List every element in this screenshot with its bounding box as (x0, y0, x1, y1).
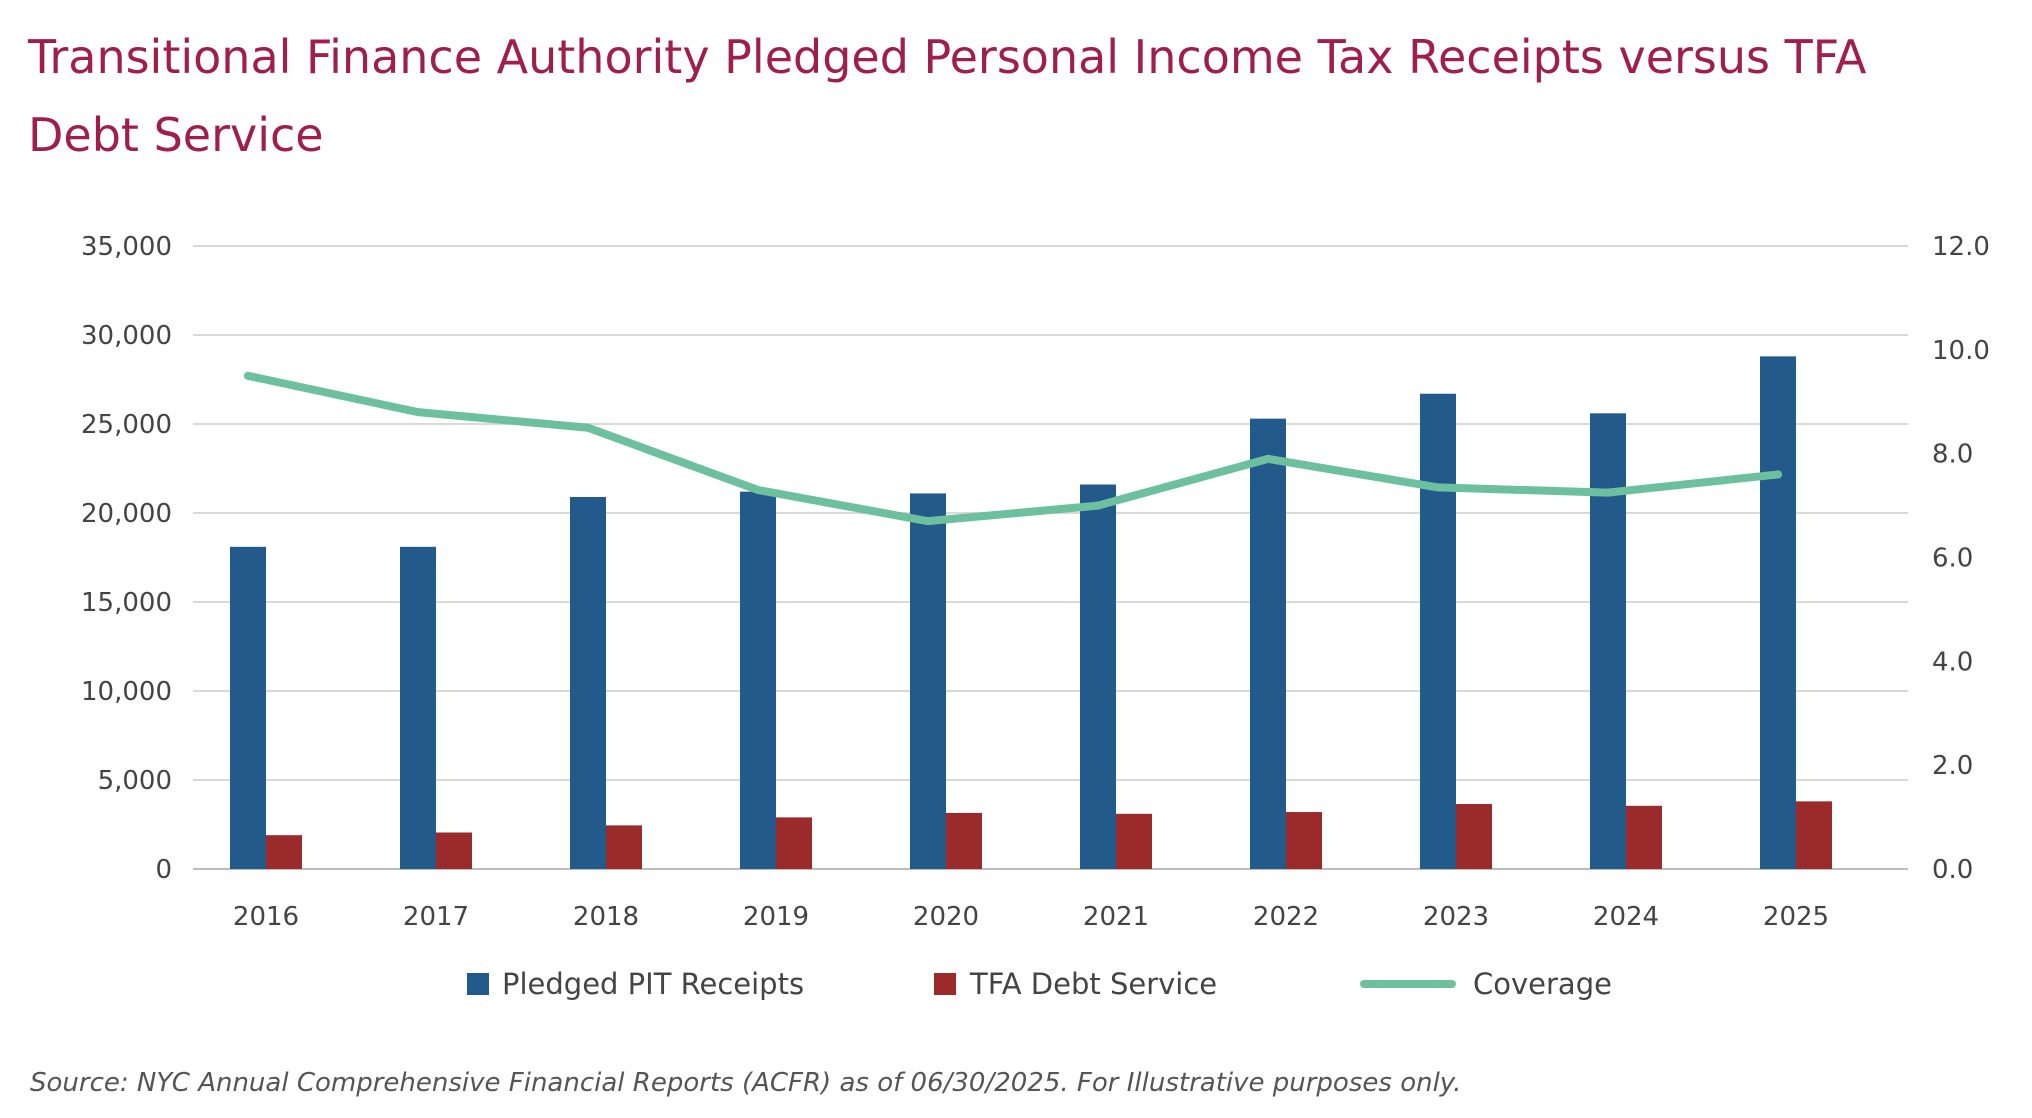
bar-pledged-pit-receipts (400, 546, 436, 869)
x-tick-label: 2021 (1083, 902, 1149, 932)
right-y-axis: 0.0 2.0 4.0 6.0 8.0 10.0 12.0 (1932, 232, 1990, 885)
bars (230, 356, 1832, 869)
bar-tfa-debt-service (1626, 805, 1662, 869)
bar-tfa-debt-service (1796, 801, 1832, 869)
coverage-point (1264, 454, 1272, 463)
left-tick-label: 5,000 (98, 766, 172, 796)
bar-tfa-debt-service (1456, 804, 1492, 869)
x-tick-label: 2025 (1763, 902, 1829, 932)
x-tick-label: 2017 (403, 902, 469, 932)
coverage-line (244, 371, 1782, 526)
coverage-point (584, 423, 592, 432)
bar-pledged-pit-receipts (1590, 413, 1626, 869)
x-tick-label: 2018 (573, 902, 639, 932)
right-tick-label: 0.0 (1932, 855, 1973, 885)
legend-label: TFA Debt Service (969, 967, 1217, 1001)
bar-tfa-debt-service (266, 835, 302, 869)
bar-pledged-pit-receipts (1080, 484, 1116, 869)
left-y-axis: 0 5,000 10,000 15,000 20,000 25,000 30,000 35,0… (81, 232, 172, 885)
x-tick-label: 2024 (1593, 902, 1659, 932)
bar-tfa-debt-service (1116, 813, 1152, 869)
right-tick-label: 10.0 (1932, 336, 1990, 366)
left-tick-label: 20,000 (81, 499, 172, 529)
coverage-point (1434, 483, 1442, 492)
bar-pledged-pit-receipts (570, 496, 606, 869)
bar-pledged-pit-receipts (1420, 393, 1456, 869)
x-tick-label: 2020 (913, 902, 979, 932)
legend: Pledged PIT Receipts TFA Debt Service Cove… (467, 967, 1612, 1001)
legend-swatch (467, 973, 489, 995)
bar-pledged-pit-receipts (910, 493, 946, 869)
chart-title: Transitional Finance Authority Pledged P… (28, 30, 1867, 162)
coverage-point (924, 517, 932, 526)
coverage-point (1774, 470, 1782, 479)
right-tick-label: 2.0 (1932, 751, 1973, 781)
legend-item-tfa-debt-service: TFA Debt Service (934, 967, 1217, 1001)
left-tick-label: 0 (155, 855, 172, 885)
left-tick-label: 15,000 (81, 588, 172, 618)
bar-tfa-debt-service (1286, 812, 1322, 869)
bar-tfa-debt-service (606, 825, 642, 869)
right-tick-label: 4.0 (1932, 647, 1973, 677)
bar-tfa-debt-service (776, 817, 812, 869)
bar-pledged-pit-receipts (1250, 418, 1286, 869)
left-tick-label: 35,000 (81, 232, 172, 262)
coverage-line-layer (244, 371, 1782, 526)
coverage-point (1604, 488, 1612, 497)
bar-tfa-debt-service (436, 832, 472, 869)
coverage-point (1094, 501, 1102, 510)
gridlines (193, 245, 1908, 870)
bar-pledged-pit-receipts (740, 491, 776, 869)
coverage-point (754, 486, 762, 495)
x-tick-label: 2022 (1253, 902, 1319, 932)
legend-item-pledged-pit-receipts: Pledged PIT Receipts (467, 967, 804, 1001)
right-tick-label: 6.0 (1932, 544, 1973, 574)
coverage-point (414, 408, 422, 417)
left-tick-label: 25,000 (81, 410, 172, 440)
bar-tfa-debt-service (946, 812, 982, 869)
legend-label: Coverage (1473, 967, 1612, 1001)
right-tick-label: 8.0 (1932, 440, 1973, 470)
left-tick-label: 10,000 (81, 677, 172, 707)
x-axis: 2016 2017 2018 2019 2020 2021 2022 2023 2024 2025 (233, 902, 1829, 932)
bar-pledged-pit-receipts (1760, 356, 1796, 869)
x-tick-label: 2019 (743, 902, 809, 932)
left-tick-label: 30,000 (81, 321, 172, 351)
coverage-point (244, 371, 252, 380)
legend-swatch (934, 973, 956, 995)
right-tick-label: 12.0 (1932, 232, 1990, 262)
x-tick-label: 2016 (233, 902, 299, 932)
x-tick-label: 2023 (1423, 902, 1489, 932)
legend-item-coverage: Coverage (1360, 967, 1612, 1001)
legend-label: Pledged PIT Receipts (502, 967, 804, 1001)
bar-pledged-pit-receipts (230, 546, 266, 869)
source-note: Source: NYC Annual Comprehensive Financi… (30, 1068, 1462, 1098)
